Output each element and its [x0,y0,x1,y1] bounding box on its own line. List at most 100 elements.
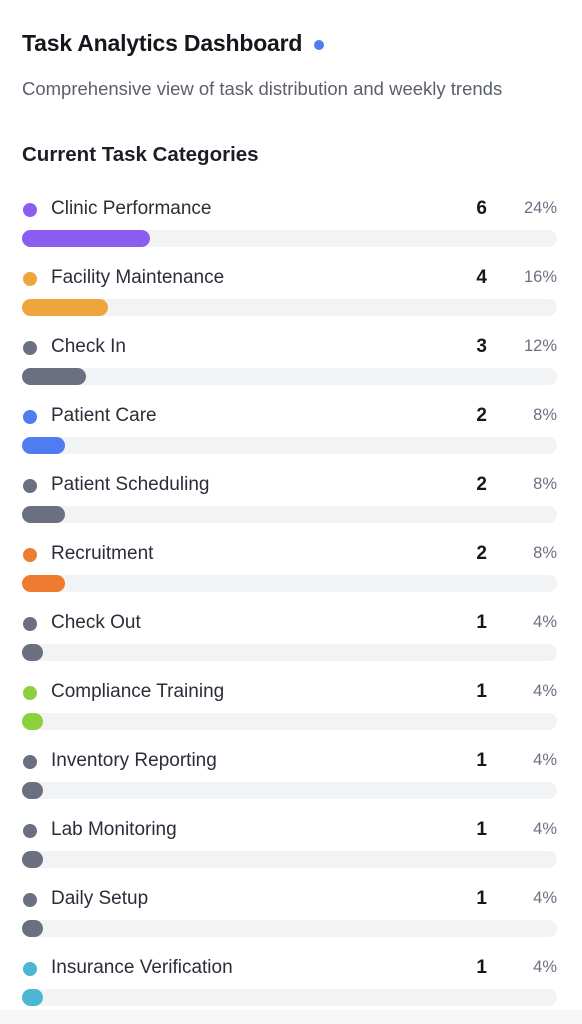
category-label: Insurance Verification [51,957,233,978]
progress-track [22,299,557,316]
progress-fill [22,989,43,1006]
category-row: Check Out 1 4% [22,610,557,679]
category-row-header: Inventory Reporting 1 4% [22,748,557,776]
status-dot-icon [314,39,325,50]
progress-fill [22,299,108,316]
page-subtitle: Comprehensive view of task distribution … [22,78,503,99]
category-count: 1 [476,888,487,909]
category-percent: 4% [533,613,557,631]
progress-track [22,989,557,1006]
category-percent: 8% [533,544,557,562]
category-row-header: Facility Maintenance 4 16% [22,265,557,293]
category-color-dot-icon [23,203,37,217]
progress-track [22,437,557,454]
category-list: Clinic Performance 6 24% Facility Maintenan… [22,196,557,1024]
category-percent: 12% [523,337,557,355]
progress-fill [22,644,43,661]
progress-fill [22,230,150,247]
progress-track [22,506,557,523]
category-label: Inventory Reporting [51,750,217,771]
category-row-header: Daily Setup 1 4% [22,886,557,914]
category-row: Insurance Verification 1 4% [22,955,557,1024]
category-row: Inventory Reporting 1 4% [22,748,557,817]
progress-track [22,575,557,592]
progress-fill [22,713,43,730]
category-count: 1 [476,612,487,633]
category-row: Clinic Performance 6 24% [22,196,557,265]
progress-fill [22,575,65,592]
category-color-dot-icon [23,962,37,976]
progress-track [22,782,557,799]
progress-track [22,920,557,937]
category-count: 2 [476,405,487,426]
category-row: Patient Scheduling 2 8% [22,472,557,541]
category-label: Daily Setup [51,888,149,909]
category-row: Check In 3 12% [22,334,557,403]
progress-track [22,851,557,868]
category-percent: 4% [533,682,557,700]
category-count: 4 [476,267,487,288]
bottom-divider [0,1010,582,1024]
category-count: 3 [476,336,487,357]
progress-track [22,713,557,730]
category-row: Recruitment 2 8% [22,541,557,610]
category-label: Facility Maintenance [51,267,225,288]
category-count: 2 [476,474,487,495]
category-label: Clinic Performance [51,198,212,219]
category-color-dot-icon [23,410,37,424]
category-label: Check In [51,336,126,357]
category-percent: 4% [533,820,557,838]
category-row-header: Recruitment 2 8% [22,541,557,569]
category-row: Daily Setup 1 4% [22,886,557,955]
progress-track [22,230,557,247]
dashboard-header: Task Analytics Dashboard [22,30,325,57]
category-percent: 4% [533,751,557,769]
category-color-dot-icon [23,824,37,838]
category-label: Recruitment [51,543,154,564]
category-percent: 24% [523,199,557,217]
category-row-header: Check Out 1 4% [22,610,557,638]
category-count: 2 [476,543,487,564]
category-row: Lab Monitoring 1 4% [22,817,557,886]
category-count: 1 [476,957,487,978]
category-percent: 8% [533,475,557,493]
category-label: Patient Scheduling [51,474,210,495]
category-count: 6 [476,198,487,219]
category-color-dot-icon [23,755,37,769]
category-row-header: Clinic Performance 6 24% [22,196,557,224]
progress-track [22,644,557,661]
category-percent: 16% [523,268,557,286]
category-row-header: Patient Scheduling 2 8% [22,472,557,500]
category-row: Compliance Training 1 4% [22,679,557,748]
category-color-dot-icon [23,479,37,493]
progress-fill [22,851,43,868]
category-row-header: Lab Monitoring 1 4% [22,817,557,845]
progress-fill [22,782,43,799]
progress-fill [22,920,43,937]
progress-fill [22,506,65,523]
category-label: Check Out [51,612,141,633]
category-row-header: Compliance Training 1 4% [22,679,557,707]
category-label: Patient Care [51,405,157,426]
category-row: Facility Maintenance 4 16% [22,265,557,334]
category-color-dot-icon [23,893,37,907]
category-color-dot-icon [23,686,37,700]
category-row-header: Check In 3 12% [22,334,557,362]
category-count: 1 [476,681,487,702]
category-color-dot-icon [23,548,37,562]
progress-fill [22,437,65,454]
category-color-dot-icon [23,341,37,355]
category-label: Lab Monitoring [51,819,177,840]
page-title: Task Analytics Dashboard [22,30,303,56]
category-percent: 8% [533,406,557,424]
section-title: Current Task Categories [22,143,259,166]
category-row: Patient Care 2 8% [22,403,557,472]
category-count: 1 [476,819,487,840]
category-percent: 4% [533,958,557,976]
category-row-header: Insurance Verification 1 4% [22,955,557,983]
category-count: 1 [476,750,487,771]
category-percent: 4% [533,889,557,907]
category-label: Compliance Training [51,681,225,702]
category-color-dot-icon [23,617,37,631]
